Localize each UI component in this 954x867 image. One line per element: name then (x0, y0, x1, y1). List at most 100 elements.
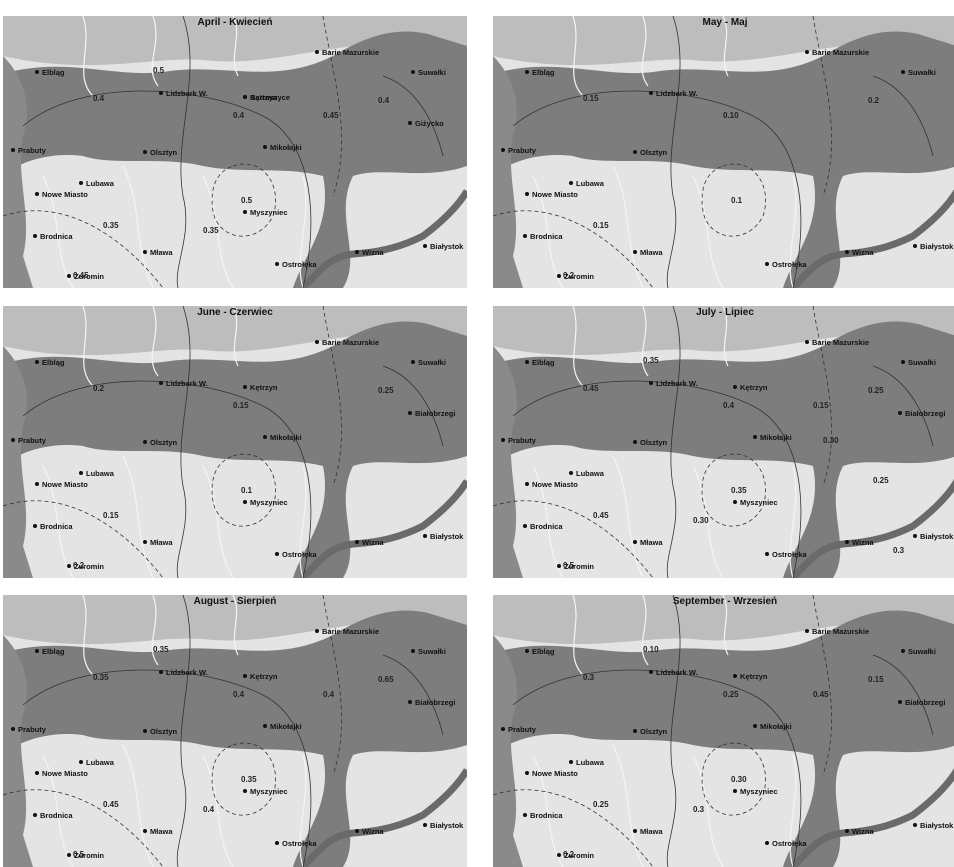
city-label: Kętrzyn (243, 93, 278, 102)
isoline-value-label: 0.45 (103, 800, 119, 809)
region-boundary (722, 306, 729, 367)
isoline-value-label: 0.2 (93, 384, 105, 393)
city-label: Lidzbark W. (649, 89, 698, 98)
city-label: Suwałki (901, 358, 936, 367)
region-boundary (299, 754, 307, 867)
isoline-value-label: 0.5 (241, 196, 253, 205)
city-label: Barie Mazurskie (315, 627, 379, 636)
isoline-value-label: 0.4 (323, 690, 335, 699)
isoline-value-label: 0.4 (203, 805, 215, 814)
city-label: Ostrołęka (765, 550, 807, 559)
isoline (382, 75, 444, 157)
region-boundary (789, 754, 797, 867)
city-label: Suwałki (411, 68, 446, 77)
isoline-value-label: 0.30 (693, 516, 709, 525)
western-valley-zone (493, 346, 523, 578)
isoline (812, 595, 832, 776)
city-label: Nowe Miasto (525, 190, 578, 199)
region-boundary (232, 595, 239, 656)
isoline (211, 742, 276, 816)
city-label: Elbląg (35, 358, 65, 367)
city-label: Białystok (913, 532, 953, 541)
city-label: Mława (143, 538, 173, 547)
city-label: Nowe Miasto (35, 190, 88, 199)
city-label: Myszyniec (243, 208, 288, 217)
city-label: Mikołajki (263, 722, 302, 731)
city-label: Prabuty (501, 436, 536, 445)
city-label: Nowe Miasto (35, 480, 88, 489)
city-label: Barie Mazurskie (805, 338, 869, 347)
city-label: Mikołajki (263, 433, 302, 442)
month-map-panel: September - Wrzesień Elbląg Lidzbark W. Kęt… (493, 595, 954, 867)
isoline-value-label: 0.35 (103, 221, 119, 230)
coastal-zone (3, 16, 467, 66)
city-label: Elbląg (35, 68, 65, 77)
region-boundary (151, 595, 159, 666)
isoline-value-label: 0.25 (378, 386, 394, 395)
isoline-value-label: 0.30 (731, 775, 747, 784)
region-boundary (82, 595, 94, 676)
city-label: Brodnica (523, 232, 563, 241)
panel-title: September - Wrzesień (672, 596, 778, 607)
isoline-value-label: 0.35 (153, 645, 169, 654)
city-label: Białobrzegi (408, 698, 455, 707)
region-boundary (789, 465, 797, 578)
city-label: Elbląg (525, 68, 555, 77)
coastal-zone (3, 306, 467, 356)
isoline-value-label: 0.1 (731, 196, 743, 205)
region-boundary (122, 455, 154, 578)
region-boundary (572, 16, 584, 97)
city-label: Lidzbark W. (159, 668, 208, 677)
city-label: Prabuty (501, 146, 536, 155)
city-label: Mława (143, 248, 173, 257)
isoline (872, 654, 934, 736)
region-boundary (122, 165, 154, 288)
city-label: Brodnica (33, 232, 73, 241)
region-map (3, 306, 467, 578)
month-map-panel: July - Lipiec Elbląg Lidzbark W. Kętrzyn Bar… (493, 306, 954, 578)
panel-title: May - Maj (702, 17, 748, 28)
isoline-value-label: 0.3 (693, 805, 705, 814)
city-label: Olsztyn (143, 148, 177, 157)
isoline (22, 669, 312, 867)
western-valley-zone (3, 346, 33, 578)
city-label: Białobrzegi (898, 409, 945, 418)
isoline-value-label: 0.4 (723, 401, 735, 410)
western-valley-zone (3, 56, 33, 288)
region-map (3, 16, 467, 288)
western-valley-zone (493, 56, 523, 288)
city-label: Barie Mazurskie (805, 48, 869, 57)
isoline-value-label: 0.15 (583, 94, 599, 103)
city-label: Białystok (423, 821, 463, 830)
region-boundary (789, 175, 797, 288)
isoline-value-label: 0.35 (241, 775, 257, 784)
city-label: Nowe Miasto (35, 769, 88, 778)
city-label: Suwałki (901, 68, 936, 77)
region-boundary (612, 165, 644, 288)
isoline-value-label: 0.1 (241, 486, 253, 495)
city-label: Prabuty (11, 436, 46, 445)
central-lakeland-zone (493, 31, 954, 288)
city-label: Lubawa (79, 758, 114, 767)
isoline (701, 742, 766, 816)
city-label: Barie Mazurskie (315, 338, 379, 347)
isoline-value-label: 0.65 (378, 675, 394, 684)
city-label: Elbląg (525, 358, 555, 367)
region-boundary (122, 744, 154, 867)
central-lakeland-zone (493, 610, 954, 867)
region-map (493, 306, 954, 578)
city-label: Barie Mazurskie (805, 627, 869, 636)
city-label: Żuromin (67, 272, 104, 281)
city-label: Myszyniec (243, 787, 288, 796)
city-label: Nowe Miasto (525, 769, 578, 778)
region-boundary (202, 465, 234, 578)
central-lakeland-zone (493, 321, 954, 578)
isoline-value-label: 0.35 (643, 356, 659, 365)
city-label: Olsztyn (633, 727, 667, 736)
isoline (382, 654, 444, 736)
city-label: Wizna (355, 248, 384, 257)
isoline (176, 306, 191, 578)
city-label: Suwałki (411, 647, 446, 656)
region-map (493, 595, 954, 867)
city-label: Lubawa (569, 758, 604, 767)
